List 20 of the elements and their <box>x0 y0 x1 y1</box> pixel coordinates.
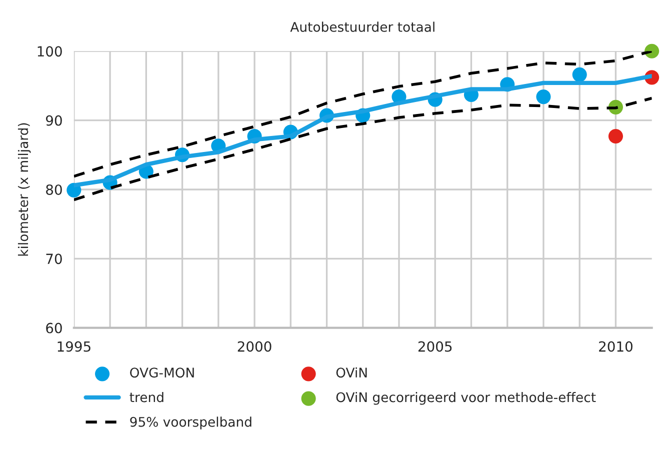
y-tick-label: 70 <box>46 254 62 264</box>
x-tick-label: 2000 <box>238 341 272 352</box>
chart-title: Autobestuurder totaal <box>290 22 434 32</box>
legend-label: OViN gecorrigeerd voor methode-effect <box>336 392 596 405</box>
point <box>572 67 587 82</box>
y-tick-label: 100 <box>38 46 62 57</box>
legend-label: OViN <box>336 367 367 378</box>
legend-label: 95% voorspelband <box>130 416 252 430</box>
y-axis-title: kilometer (x miljard) <box>18 123 31 256</box>
x-tick-label: 2010 <box>599 341 632 352</box>
y-tick-label: 80 <box>46 184 62 195</box>
line-series <box>74 96 652 202</box>
legend-label: trend <box>130 392 164 402</box>
legend-label: OVG-MON <box>130 368 194 378</box>
x-tick-label: 2005 <box>418 341 452 352</box>
x-tick-label: 1995 <box>58 341 90 352</box>
point <box>608 128 624 144</box>
y-tick-label: 90 <box>46 115 62 126</box>
point <box>536 90 551 104</box>
y-tick-label: 60 <box>46 322 62 334</box>
